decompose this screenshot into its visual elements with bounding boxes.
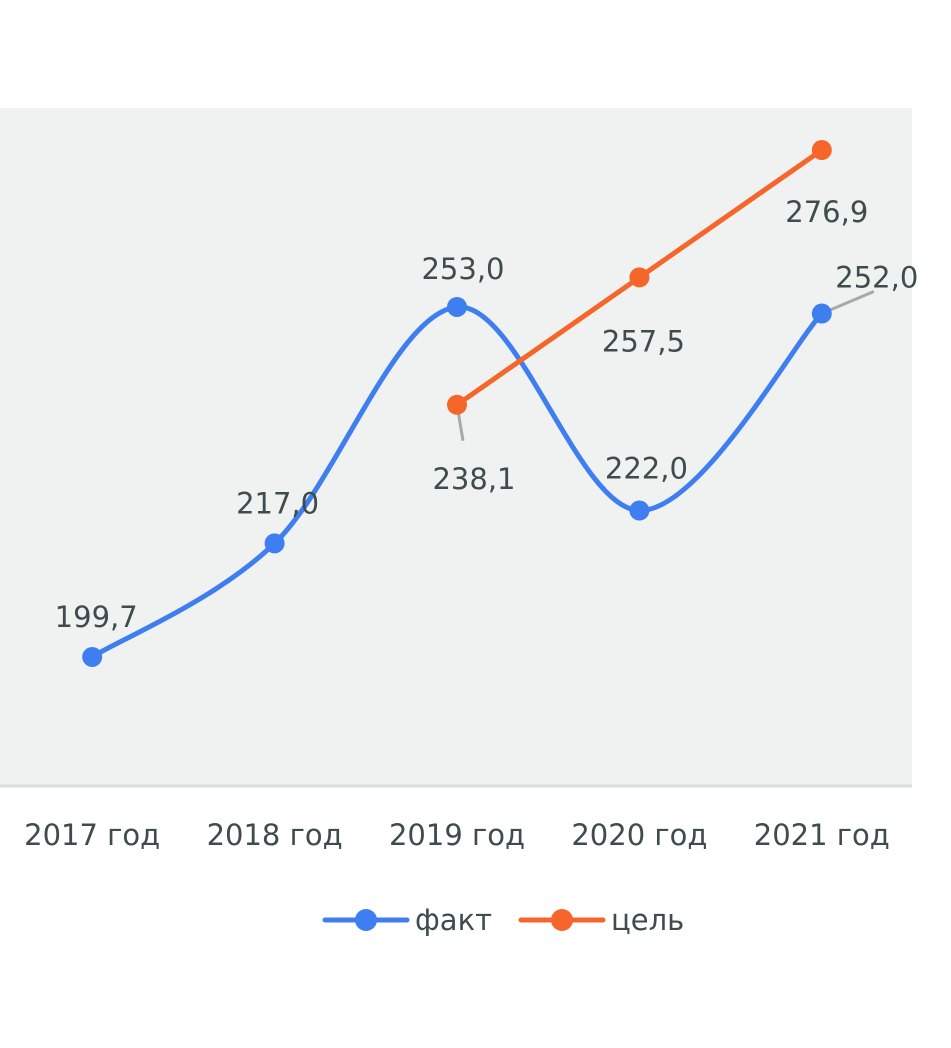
data-label: 217,0 [236,486,319,520]
data-label: 199,7 [55,600,138,634]
data-point [811,303,832,324]
data-point [82,646,103,667]
x-tick-label: 2017 год [24,818,160,852]
data-label: 253,0 [421,252,504,286]
data-label: 276,9 [785,195,868,229]
plot-area [0,108,912,785]
x-tick-label: 2020 год [571,818,707,852]
data-label: 257,5 [602,324,685,358]
legend-label-0: факт [415,903,492,937]
legend-label-1: цель [611,903,684,937]
x-tick-label: 2018 год [207,818,343,852]
data-point [264,533,285,554]
data-label: 252,0 [835,261,918,295]
legend-marker-0 [355,909,377,931]
data-point [811,140,832,161]
data-point [447,296,467,317]
data-point [447,394,467,415]
x-tick-label: 2019 год [389,818,525,852]
data-label: 222,0 [605,452,688,486]
legend-marker-1 [551,909,573,931]
data-point [629,500,650,521]
x-tick-label: 2021 год [754,818,890,852]
data-point [629,267,650,288]
data-label: 238,1 [432,462,515,496]
